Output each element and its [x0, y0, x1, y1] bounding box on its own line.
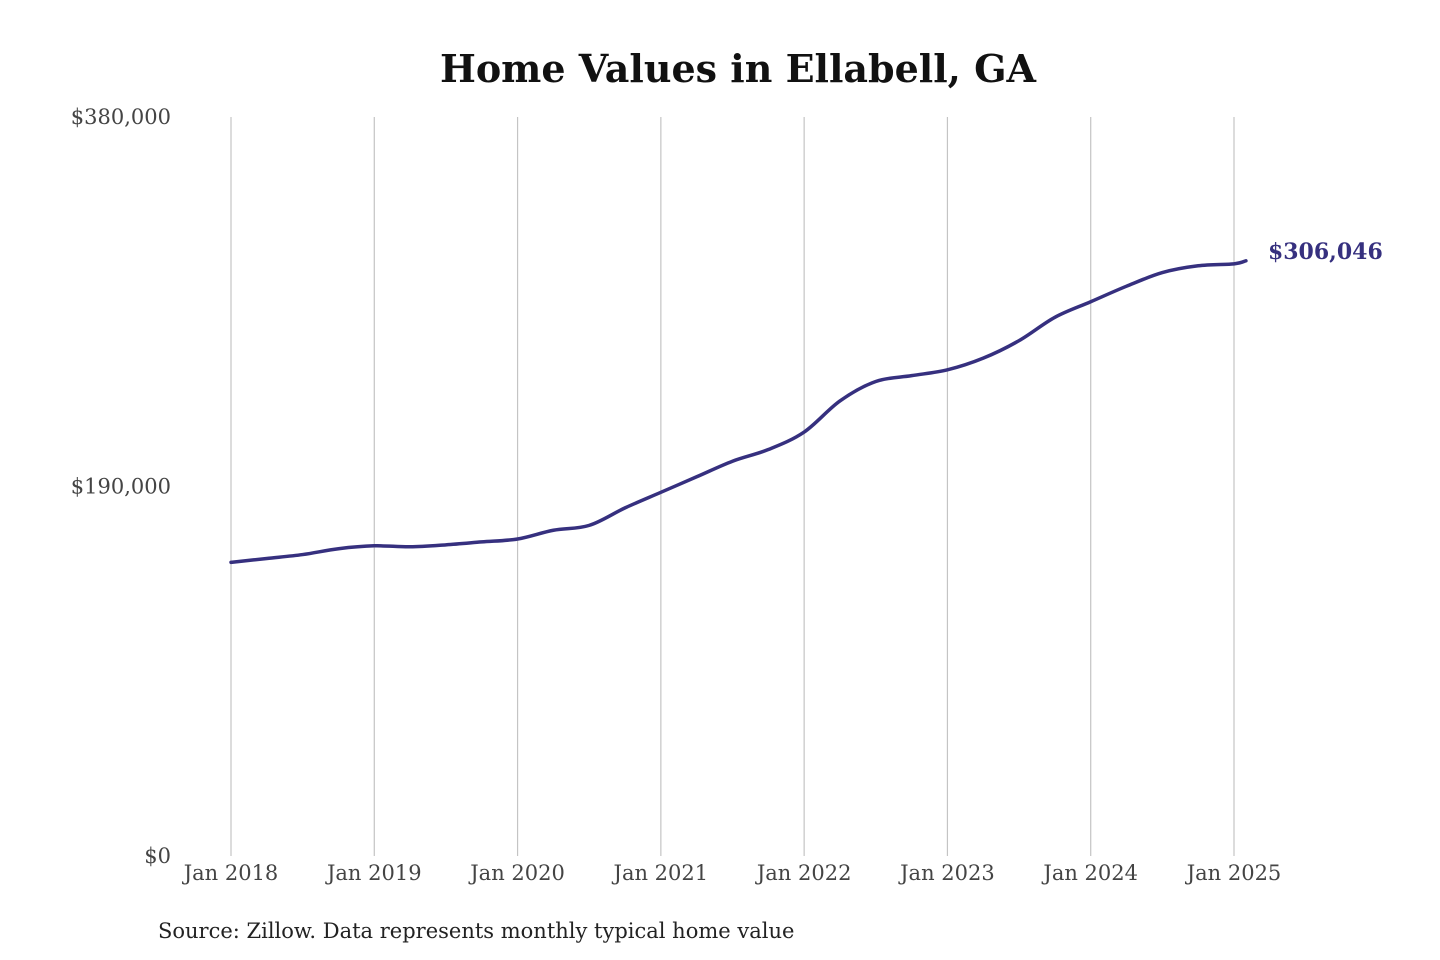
y-tick-label: $380,000 [71, 105, 171, 129]
y-tick-label: $190,000 [71, 475, 171, 499]
x-axis: Jan 2018 Jan 2019 Jan 2020 Jan 2021 Jan 2022… [182, 861, 1282, 885]
source-note: Source: Zillow. Data represents monthly … [158, 919, 794, 943]
x-tick-label: Jan 2019 [325, 861, 422, 885]
series-line [229, 259, 1248, 565]
x-tick-label: Jan 2021 [612, 861, 709, 885]
end-value-label: $306,046 [1268, 239, 1383, 265]
x-tick-label: Jan 2024 [1041, 861, 1138, 885]
x-tick-label: Jan 2025 [1185, 861, 1282, 885]
x-tick-label: Jan 2022 [755, 861, 852, 885]
y-axis: $0 $190,000 $380,000 [71, 105, 171, 868]
y-tick-label: $0 [144, 844, 171, 868]
x-tick-label: Jan 2023 [898, 861, 995, 885]
x-tick-label: Jan 2020 [468, 861, 565, 885]
chart-title: Home Values in Ellabell, GA [440, 46, 1037, 91]
plot-area: $306,046 [229, 239, 1383, 565]
grid [230, 117, 1235, 856]
x-tick-label: Jan 2018 [182, 861, 279, 885]
